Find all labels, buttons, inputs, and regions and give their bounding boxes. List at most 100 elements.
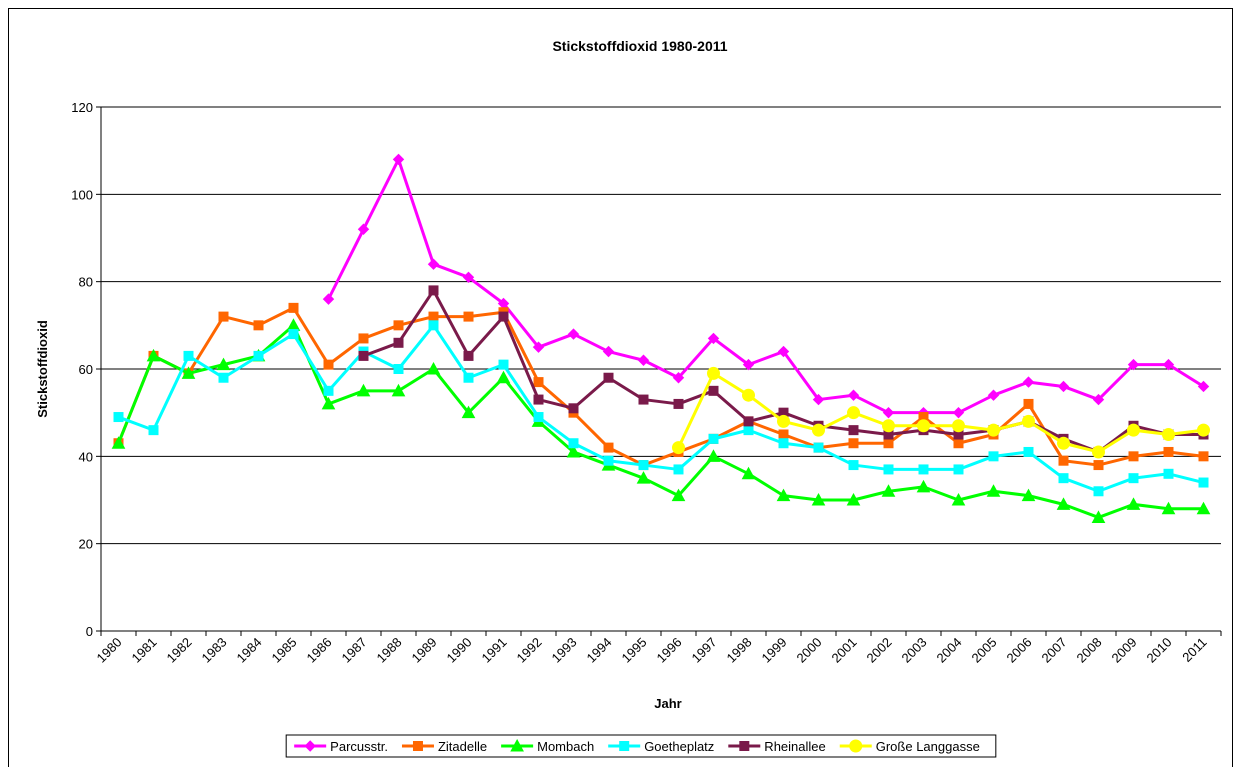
legend-label: Große Langgasse	[876, 739, 980, 754]
marker	[1058, 473, 1069, 484]
marker	[776, 488, 791, 502]
x-tick-label: 1991	[479, 635, 510, 666]
marker	[671, 488, 686, 502]
legend-label: Zitadelle	[438, 739, 487, 754]
marker	[1163, 468, 1174, 479]
marker	[1022, 376, 1035, 388]
marker	[356, 383, 371, 397]
marker	[882, 406, 895, 419]
marker	[1198, 451, 1209, 462]
marker	[848, 438, 859, 449]
marker	[428, 311, 439, 322]
marker	[619, 741, 630, 751]
marker	[739, 741, 750, 751]
marker	[846, 492, 861, 506]
marker	[987, 423, 1000, 437]
x-tick-label: 1995	[619, 635, 650, 666]
marker	[778, 429, 789, 440]
x-tick-label: 1997	[689, 635, 720, 666]
marker	[847, 389, 860, 401]
marker	[988, 451, 999, 462]
marker	[532, 341, 545, 353]
marker	[1162, 428, 1175, 441]
marker	[113, 412, 124, 423]
x-tick-label: 1994	[584, 635, 615, 666]
marker	[321, 396, 336, 410]
marker	[1056, 497, 1071, 510]
x-tick-label: 1980	[94, 635, 125, 666]
x-tick-label: 2010	[1144, 635, 1175, 666]
marker	[849, 739, 863, 753]
marker	[288, 329, 299, 340]
series-line	[327, 157, 1205, 415]
y-tick-label: 40	[79, 449, 93, 464]
marker	[636, 471, 651, 484]
x-tick-label: 1981	[129, 635, 160, 666]
marker	[463, 311, 474, 322]
marker	[1161, 501, 1176, 515]
x-tick-label: 2011	[1179, 635, 1209, 665]
marker	[533, 394, 544, 405]
marker	[463, 372, 474, 383]
marker	[673, 398, 684, 409]
marker	[777, 345, 790, 358]
marker	[183, 350, 194, 361]
y-tick-label: 60	[79, 362, 93, 377]
series-line	[677, 371, 1204, 454]
marker	[412, 741, 423, 751]
x-tick-label: 1996	[654, 635, 685, 666]
legend-item: Parcusstr.	[294, 739, 388, 754]
x-tick-label: 1999	[759, 635, 790, 666]
marker	[1023, 446, 1034, 457]
x-tick-label: 2005	[969, 635, 1000, 666]
marker	[1162, 358, 1175, 371]
marker	[881, 484, 896, 497]
marker	[706, 449, 721, 462]
y-tick-label: 20	[79, 537, 93, 552]
marker	[393, 364, 404, 374]
marker	[1163, 446, 1174, 457]
marker	[742, 358, 755, 371]
marker	[638, 394, 649, 405]
marker	[392, 153, 405, 166]
marker	[741, 466, 756, 480]
marker	[1128, 473, 1139, 484]
marker	[708, 433, 719, 444]
marker	[953, 438, 964, 449]
marker	[1197, 380, 1210, 393]
x-tick-label: 2001	[829, 635, 860, 666]
marker	[707, 366, 720, 380]
marker	[1091, 510, 1106, 523]
marker	[358, 333, 369, 344]
x-tick-label: 1990	[444, 635, 475, 666]
marker	[426, 361, 441, 375]
x-tick-label: 1989	[409, 635, 440, 666]
x-tick-label: 2008	[1074, 635, 1105, 666]
marker	[1128, 451, 1139, 462]
legend: Parcusstr. Zitadelle Mombach Goetheplatz Rhe…	[285, 734, 997, 758]
marker	[603, 372, 614, 383]
marker	[1093, 486, 1104, 497]
marker	[391, 383, 406, 397]
y-tick-label: 120	[71, 100, 93, 115]
marker	[218, 372, 229, 383]
x-tick-label: 1987	[339, 635, 370, 666]
marker	[286, 318, 301, 331]
marker	[322, 293, 335, 305]
x-axis-label: Jahr	[654, 696, 681, 711]
marker	[288, 302, 299, 313]
marker	[778, 438, 789, 449]
marker	[427, 258, 440, 270]
marker	[848, 425, 859, 436]
marker	[603, 442, 614, 453]
marker	[882, 419, 895, 433]
marker	[461, 405, 476, 419]
y-tick-label: 0	[86, 624, 93, 639]
series-line	[117, 323, 1204, 493]
legend-label: Parcusstr.	[330, 739, 388, 754]
x-tick-label: 1983	[199, 635, 230, 666]
marker	[672, 441, 685, 455]
x-tick-label: 2007	[1039, 635, 1070, 666]
marker	[847, 406, 860, 420]
